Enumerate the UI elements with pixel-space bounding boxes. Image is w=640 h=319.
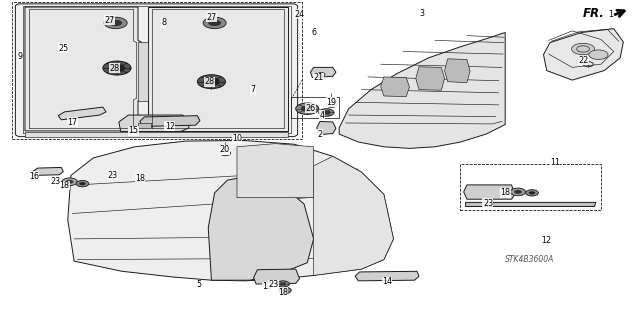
Text: 16: 16 bbox=[29, 172, 39, 181]
Text: 18: 18 bbox=[278, 288, 288, 297]
Polygon shape bbox=[58, 107, 106, 120]
Polygon shape bbox=[466, 202, 596, 206]
Polygon shape bbox=[68, 140, 394, 281]
Text: 23: 23 bbox=[108, 171, 118, 180]
Text: 9: 9 bbox=[17, 52, 22, 61]
Circle shape bbox=[197, 75, 225, 89]
Polygon shape bbox=[445, 59, 470, 83]
Text: 11: 11 bbox=[550, 158, 560, 167]
Polygon shape bbox=[314, 156, 394, 275]
Circle shape bbox=[108, 19, 124, 27]
Text: 28: 28 bbox=[204, 77, 214, 86]
Circle shape bbox=[514, 190, 522, 194]
Polygon shape bbox=[355, 271, 419, 281]
Circle shape bbox=[525, 190, 538, 196]
Text: 19: 19 bbox=[326, 98, 337, 107]
Circle shape bbox=[510, 188, 525, 196]
Circle shape bbox=[301, 106, 314, 112]
Circle shape bbox=[207, 19, 222, 27]
Circle shape bbox=[109, 64, 125, 72]
Text: 8: 8 bbox=[161, 19, 166, 27]
Circle shape bbox=[208, 20, 221, 26]
Circle shape bbox=[109, 20, 122, 26]
Circle shape bbox=[529, 191, 535, 195]
Polygon shape bbox=[339, 33, 505, 148]
Polygon shape bbox=[237, 144, 314, 197]
Polygon shape bbox=[464, 185, 515, 199]
Circle shape bbox=[103, 61, 131, 75]
Text: FR.: FR. bbox=[582, 7, 604, 20]
Text: 5: 5 bbox=[196, 280, 201, 289]
Text: 13: 13 bbox=[262, 282, 272, 291]
Polygon shape bbox=[138, 123, 151, 128]
Text: 25: 25 bbox=[58, 44, 68, 53]
Polygon shape bbox=[317, 122, 336, 135]
Text: 4: 4 bbox=[319, 111, 324, 120]
Circle shape bbox=[62, 178, 77, 186]
Circle shape bbox=[276, 281, 289, 287]
Text: 23: 23 bbox=[483, 199, 493, 208]
Polygon shape bbox=[138, 42, 148, 101]
Text: 6: 6 bbox=[311, 28, 316, 37]
Text: 27: 27 bbox=[206, 13, 216, 22]
Text: 7: 7 bbox=[250, 85, 255, 94]
Polygon shape bbox=[253, 269, 300, 284]
Text: 26: 26 bbox=[305, 104, 316, 113]
Circle shape bbox=[203, 78, 220, 86]
Text: 10: 10 bbox=[232, 134, 242, 143]
Text: 15: 15 bbox=[129, 126, 139, 135]
Polygon shape bbox=[15, 4, 298, 137]
Polygon shape bbox=[33, 167, 63, 175]
Circle shape bbox=[322, 110, 331, 115]
Polygon shape bbox=[25, 7, 141, 131]
Text: 20: 20 bbox=[219, 145, 229, 154]
Text: 27: 27 bbox=[104, 16, 115, 25]
Circle shape bbox=[280, 282, 286, 286]
Circle shape bbox=[66, 180, 74, 184]
Text: 18: 18 bbox=[135, 174, 145, 183]
Circle shape bbox=[203, 17, 226, 29]
Text: 12: 12 bbox=[541, 236, 552, 245]
Circle shape bbox=[296, 103, 319, 115]
Text: 24: 24 bbox=[294, 10, 305, 19]
Text: 1: 1 bbox=[608, 11, 613, 19]
Text: 23: 23 bbox=[268, 280, 278, 289]
Circle shape bbox=[278, 287, 291, 293]
Circle shape bbox=[282, 289, 288, 292]
Text: 14: 14 bbox=[382, 277, 392, 286]
Text: 3: 3 bbox=[420, 9, 425, 18]
Polygon shape bbox=[416, 67, 445, 90]
Text: 28: 28 bbox=[109, 63, 120, 72]
Text: 22: 22 bbox=[578, 56, 588, 65]
Text: 23: 23 bbox=[50, 177, 60, 186]
Circle shape bbox=[589, 50, 608, 59]
Circle shape bbox=[76, 181, 89, 187]
Polygon shape bbox=[119, 115, 189, 131]
Polygon shape bbox=[148, 7, 288, 131]
Text: 18: 18 bbox=[500, 188, 510, 197]
Text: 21: 21 bbox=[314, 73, 324, 82]
Circle shape bbox=[79, 182, 86, 185]
Text: 17: 17 bbox=[67, 117, 77, 127]
Circle shape bbox=[104, 17, 127, 29]
Circle shape bbox=[319, 109, 334, 116]
Polygon shape bbox=[310, 67, 336, 78]
Polygon shape bbox=[381, 77, 410, 97]
Text: 2: 2 bbox=[317, 130, 323, 138]
Polygon shape bbox=[543, 29, 623, 80]
Text: 12: 12 bbox=[165, 122, 175, 131]
Circle shape bbox=[572, 43, 595, 55]
Polygon shape bbox=[208, 175, 314, 280]
Polygon shape bbox=[25, 131, 288, 137]
Polygon shape bbox=[140, 116, 200, 126]
Text: STK4B3600A: STK4B3600A bbox=[505, 255, 555, 264]
Text: 18: 18 bbox=[60, 181, 70, 190]
